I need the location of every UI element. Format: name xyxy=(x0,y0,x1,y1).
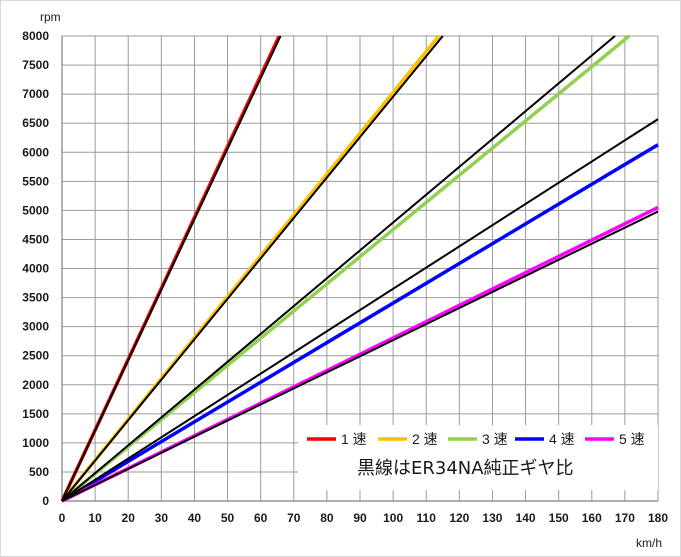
x-tick-label: 20 xyxy=(122,511,136,525)
legend-label: 2 速 xyxy=(412,431,438,447)
x-tick-label: 60 xyxy=(254,511,268,525)
x-tick-label: 50 xyxy=(221,511,235,525)
legend-label: 3 速 xyxy=(482,431,508,447)
x-tick-label: 30 xyxy=(155,511,169,525)
x-tick-label: 150 xyxy=(549,511,569,525)
x-axis-unit-label: km/h xyxy=(636,536,662,550)
x-tick-labels: 0 10 20 30 40 50 60 70 80 90 100 110 120 130 140 150 160… xyxy=(59,511,669,525)
y-tick-label: 2000 xyxy=(22,378,49,392)
x-tick-label: 180 xyxy=(648,511,668,525)
legend-label: 4 速 xyxy=(549,431,575,447)
legend xyxy=(298,425,658,490)
reference-lines xyxy=(61,35,659,502)
x-tick-label: 110 xyxy=(417,511,437,525)
y-tick-label: 5000 xyxy=(22,203,49,217)
annotation-note: 黒線はER34NA純正ギヤ比 xyxy=(357,458,574,479)
y-tick-label: 7000 xyxy=(22,87,49,101)
reference-line-5-gear xyxy=(61,210,659,502)
legend-background xyxy=(298,425,658,490)
x-tick-label: 40 xyxy=(188,511,202,525)
y-tick-label: 7500 xyxy=(22,58,49,72)
y-tick-label: 0 xyxy=(42,494,49,508)
y-tick-label: 500 xyxy=(29,465,49,479)
x-tick-label: 170 xyxy=(615,511,635,525)
x-tick-label: 120 xyxy=(449,511,469,525)
reference-line-3-gear xyxy=(61,35,616,502)
x-tick-label: 90 xyxy=(353,511,367,525)
x-tick-label: 140 xyxy=(516,511,536,525)
y-tick-labels: 0 500 1000 1500 2000 2500 3000 3500 4000 4500 5000… xyxy=(22,29,49,508)
series-line-4-gear xyxy=(61,143,659,503)
reference-line-2-gear xyxy=(61,35,444,502)
y-tick-label: 4000 xyxy=(22,262,49,276)
y-tick-label: 8000 xyxy=(22,29,49,43)
y-axis-unit-label: rpm xyxy=(40,10,61,24)
y-tick-label: 1000 xyxy=(22,436,49,450)
y-tick-label: 1500 xyxy=(22,407,49,421)
x-tick-label: 10 xyxy=(88,511,102,525)
reference-line-4-gear xyxy=(61,118,659,502)
legend-items: 1 速 2 速 3 速 4 速 5 速 xyxy=(307,431,645,447)
series-line-3-gear xyxy=(60,34,631,503)
legend-label: 1 速 xyxy=(341,431,367,447)
x-tick-label: 160 xyxy=(582,511,602,525)
y-tick-label: 6500 xyxy=(22,116,49,130)
y-tick-label: 4500 xyxy=(22,232,49,246)
y-tick-label: 5500 xyxy=(22,174,49,188)
x-tick-label: 70 xyxy=(287,511,301,525)
x-tick-label: 130 xyxy=(482,511,502,525)
y-tick-label: 2500 xyxy=(22,349,49,363)
y-tick-label: 3500 xyxy=(22,291,49,305)
x-tick-label: 80 xyxy=(320,511,334,525)
x-tick-label: 0 xyxy=(59,511,66,525)
x-tick-label: 100 xyxy=(383,511,403,525)
y-tick-label: 3000 xyxy=(22,320,49,334)
reference-line-1-gear xyxy=(61,35,282,502)
legend-label: 5 速 xyxy=(619,431,645,447)
y-tick-label: 6000 xyxy=(22,145,49,159)
